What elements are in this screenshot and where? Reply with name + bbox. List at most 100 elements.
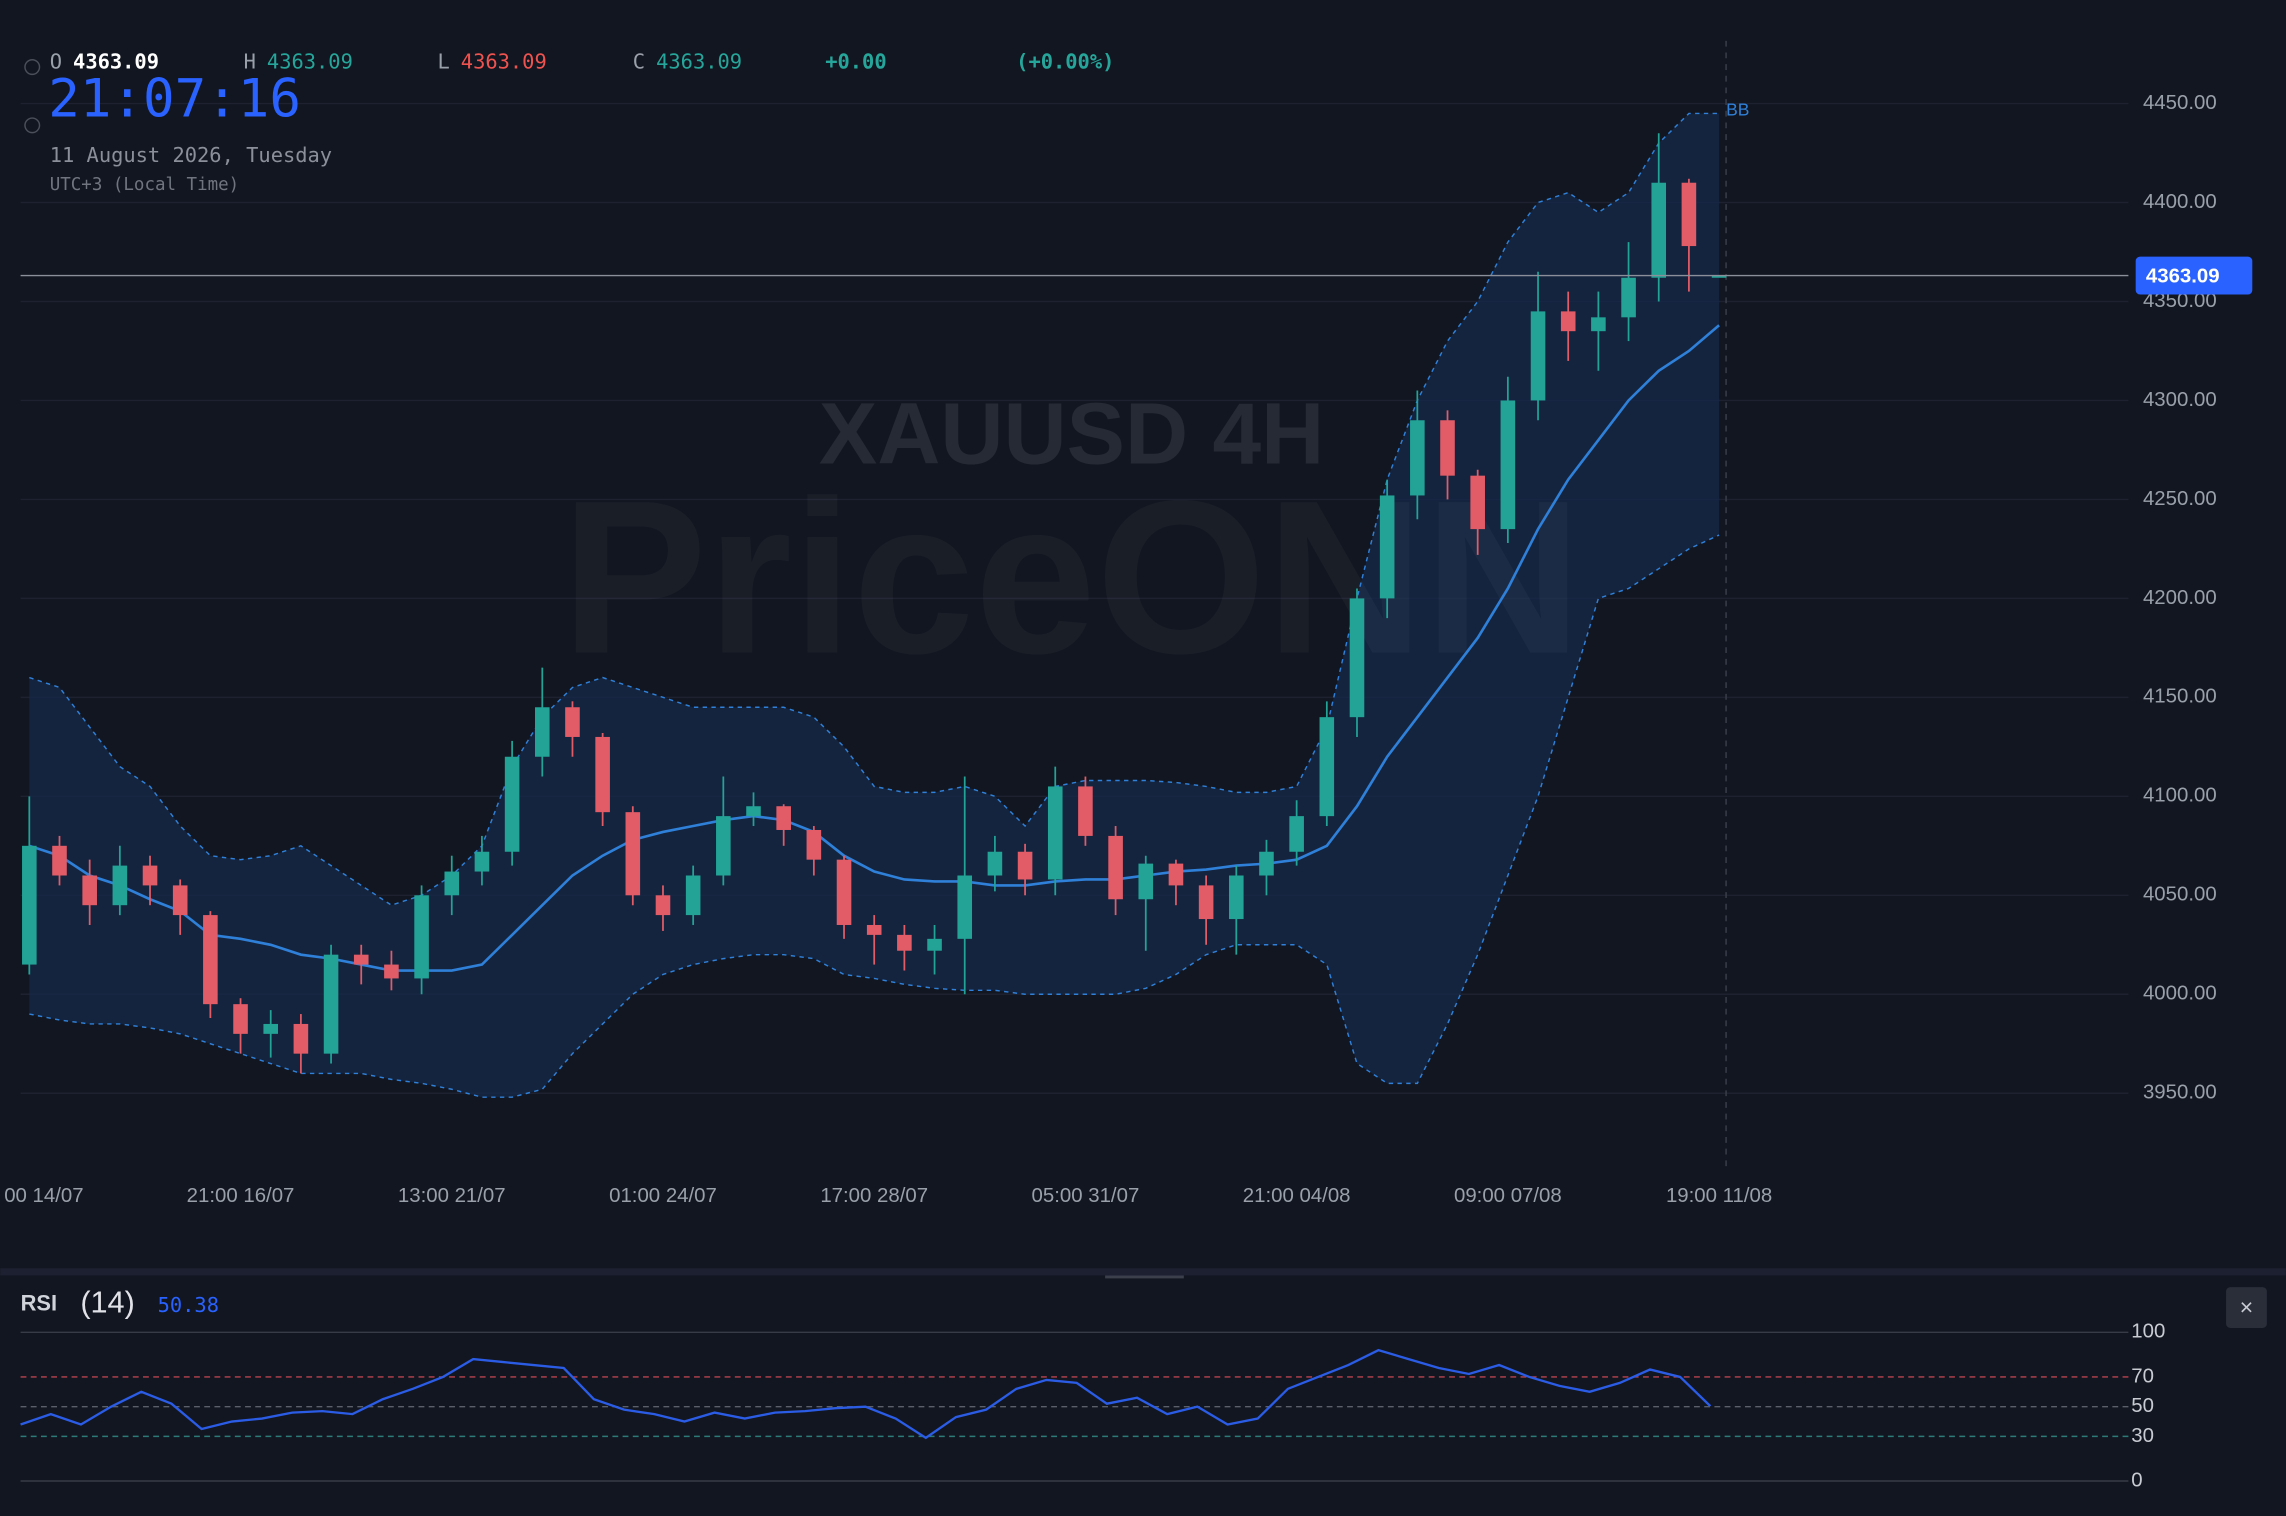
candle-body xyxy=(534,707,550,757)
candle-body xyxy=(685,875,701,916)
candle-body xyxy=(384,964,399,979)
x-tick-label: 19:00 11/08 xyxy=(1666,1185,1772,1207)
y-tick-label: 4450.00 xyxy=(2143,92,2217,114)
change-pct: (+0.00%) xyxy=(1016,50,1114,74)
candle-body xyxy=(1138,863,1154,900)
panel-divider[interactable] xyxy=(0,1268,2286,1276)
candle-body xyxy=(776,806,791,830)
candle-body xyxy=(203,915,218,1005)
band-upper xyxy=(29,112,1720,906)
candle-body xyxy=(1229,875,1244,920)
candle-body xyxy=(504,756,520,852)
candle-body xyxy=(1681,182,1697,247)
band-lower xyxy=(29,534,1720,1098)
candle-body xyxy=(233,1004,248,1034)
candle-body xyxy=(1440,420,1455,476)
candle-body xyxy=(414,895,429,979)
close-icon[interactable]: × xyxy=(2240,1294,2254,1320)
candle-body xyxy=(1078,786,1093,836)
candle-body xyxy=(82,875,97,906)
rsi-title: RSI xyxy=(21,1290,57,1315)
eye-icon[interactable] xyxy=(24,59,41,76)
candle-body xyxy=(1168,863,1184,886)
rsi-tick-label: 50 xyxy=(2131,1395,2154,1417)
y-tick-label: 4150.00 xyxy=(2143,686,2217,708)
candle-body xyxy=(474,851,490,872)
candle-body xyxy=(1500,400,1516,530)
candle-body xyxy=(1621,277,1636,318)
high-label: H xyxy=(244,50,256,74)
candle-body xyxy=(293,1023,309,1054)
open-value: 4363.09 xyxy=(73,50,159,74)
band-label: BB xyxy=(1726,99,1749,119)
candle-body xyxy=(836,859,852,925)
candle-body xyxy=(987,851,1003,876)
rsi-tick-label: 70 xyxy=(2131,1365,2154,1387)
y-tick-label: 4050.00 xyxy=(2143,884,2217,906)
y-tick-label: 4400.00 xyxy=(2143,191,2217,213)
low-label: L xyxy=(437,50,449,74)
x-tick-label: 21:00 16/07 xyxy=(187,1185,295,1207)
candle-body xyxy=(263,1023,279,1034)
last-price-tag xyxy=(2135,256,2253,295)
high-value: 4363.09 xyxy=(267,50,353,74)
candle-body xyxy=(1047,786,1063,880)
close-value: 4363.09 xyxy=(656,50,742,74)
candle-body xyxy=(353,954,369,965)
candle-body xyxy=(1259,851,1274,876)
candle-body xyxy=(1560,311,1576,332)
candle-body xyxy=(172,885,188,916)
candle-body xyxy=(1470,475,1485,530)
candle-body xyxy=(1017,851,1033,880)
rsi-period: (14) xyxy=(80,1286,134,1320)
candle-body xyxy=(927,938,942,951)
y-tick-label: 4350.00 xyxy=(2143,290,2217,312)
candle-body xyxy=(897,934,912,951)
y-tick-label: 4300.00 xyxy=(2143,389,2217,411)
x-tick-label: 01:00 24/07 xyxy=(609,1185,717,1207)
candle-body xyxy=(112,865,128,906)
candle-body xyxy=(444,871,460,896)
y-tick-label: 4000.00 xyxy=(2143,983,2217,1005)
candle-body xyxy=(142,865,158,886)
candle-body xyxy=(806,829,822,860)
candle-body xyxy=(1711,275,1727,278)
y-tick-label: 4100.00 xyxy=(2143,785,2217,807)
watermark: XAUUSD 4H xyxy=(819,384,1324,482)
rsi-value: 50.38 xyxy=(158,1293,219,1317)
y-tick-label: 4250.00 xyxy=(2143,488,2217,510)
timezone: UTC+3 (Local Time) xyxy=(50,175,239,195)
x-tick-label: 05:00 31/07 xyxy=(1032,1185,1140,1207)
band-middle xyxy=(28,324,1720,972)
candle-body xyxy=(1591,317,1606,332)
candle-body xyxy=(866,924,882,935)
x-tick-label: 21:00 04/08 xyxy=(1243,1185,1351,1207)
rsi-tick-label: 30 xyxy=(2131,1425,2154,1447)
close-button[interactable] xyxy=(2226,1287,2267,1328)
date: 11 August 2026, Tuesday xyxy=(50,143,332,167)
x-tick-label: 17:00 28/07 xyxy=(820,1185,928,1207)
candle-body xyxy=(957,875,973,939)
candle-body xyxy=(655,895,671,916)
change: +0.00 xyxy=(825,50,886,74)
candle-body xyxy=(565,707,580,737)
candle-body xyxy=(1198,885,1214,920)
candle-body xyxy=(1410,420,1425,496)
open-label: O xyxy=(50,50,62,74)
y-tick-label: 3950.00 xyxy=(2143,1082,2217,1104)
clock: 21:07:16 xyxy=(48,69,301,130)
divider-handle[interactable] xyxy=(1105,1275,1184,1279)
close-label: C xyxy=(633,50,645,74)
rsi-tick-label: 100 xyxy=(2131,1321,2165,1343)
candle-body xyxy=(1108,835,1123,900)
rsi-tick-label: 0 xyxy=(2131,1469,2142,1491)
candle-body xyxy=(1349,598,1365,718)
y-tick-label: 4200.00 xyxy=(2143,587,2217,609)
x-tick-label: 13:00 21/07 xyxy=(398,1185,506,1207)
candle-body xyxy=(1319,717,1335,817)
eye-icon[interactable] xyxy=(24,117,41,134)
candle-body xyxy=(1379,495,1395,599)
candle-body xyxy=(746,806,761,817)
